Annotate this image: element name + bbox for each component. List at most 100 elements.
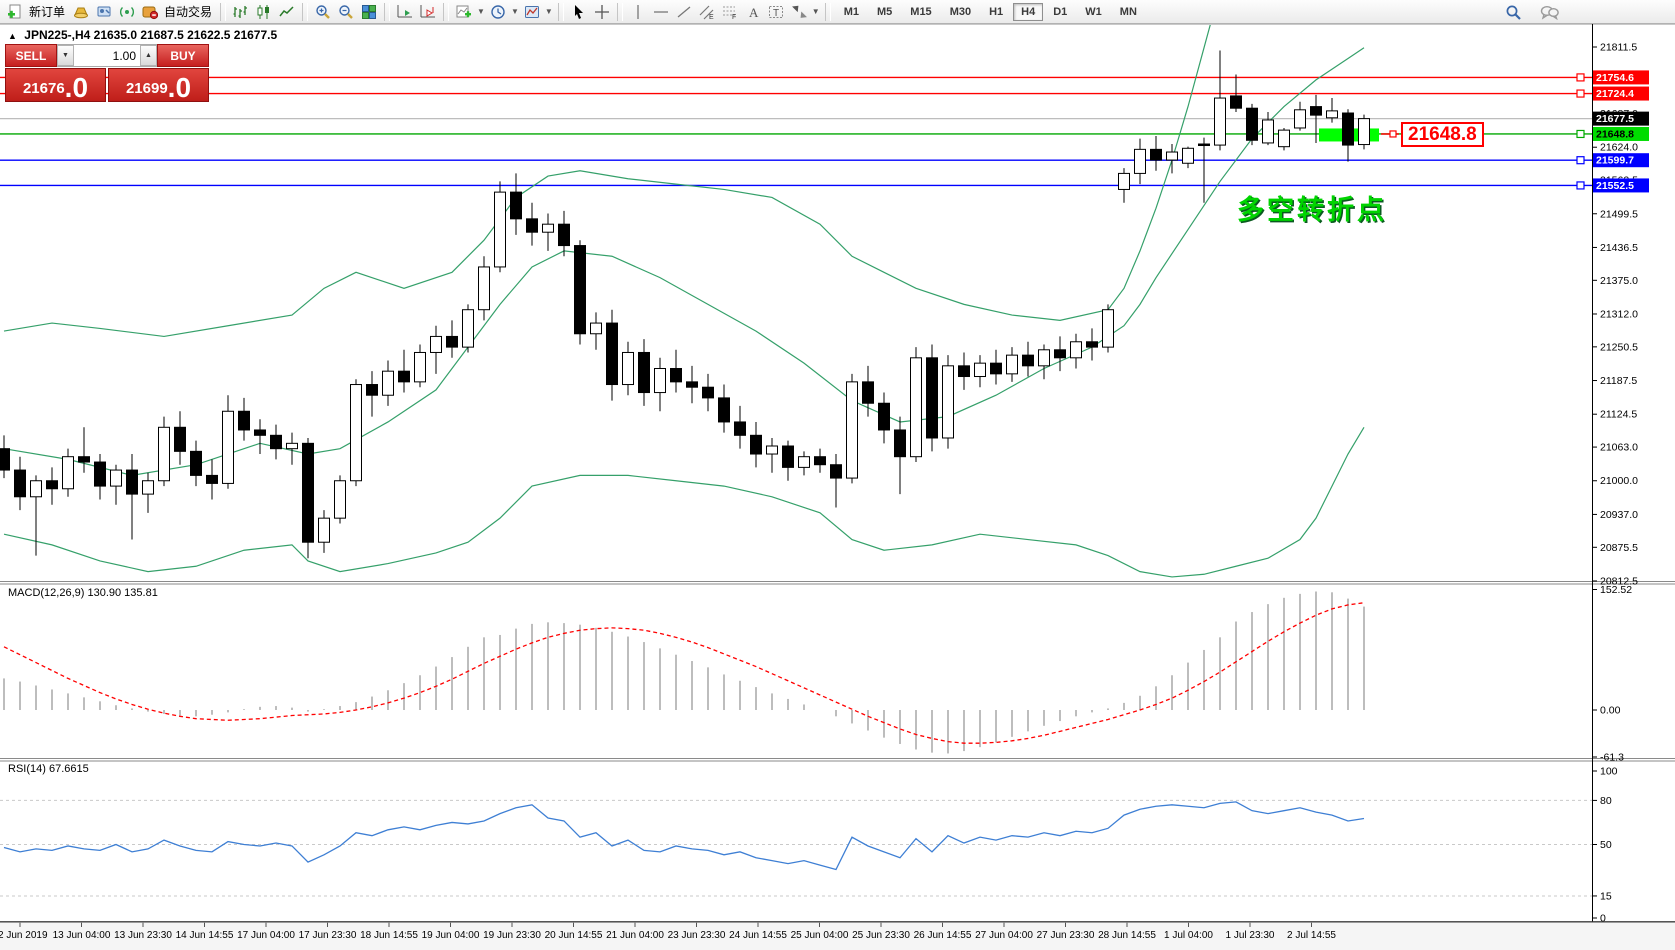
line-chart-icon[interactable] (276, 2, 298, 22)
volume-input[interactable] (74, 45, 140, 66)
periods-dropdown-arrow[interactable]: ▼ (510, 7, 519, 16)
indicators-dropdown-arrow[interactable]: ▼ (477, 7, 485, 16)
autotrading-icon[interactable] (139, 2, 161, 22)
svg-text:T: T (773, 8, 779, 19)
svg-text:27 Jun 04:00: 27 Jun 04:00 (975, 930, 1033, 941)
hline-marker[interactable] (1576, 73, 1585, 82)
volume-increase-button[interactable]: ▲ (140, 45, 157, 66)
timeframe-bar: M1 M5 M15 M30 H1 H4 D1 W1 MN (835, 2, 1146, 21)
equidistant-channel-icon[interactable]: E (696, 2, 718, 22)
timeframe-button-M1[interactable]: M1 (843, 5, 859, 18)
bollinger-lower-band (3, 426, 1365, 578)
buy-price-button[interactable]: 21699 .0 (108, 68, 209, 102)
timeframe-button-M15[interactable]: M15 (910, 5, 932, 18)
svg-text:21754.6: 21754.6 (1596, 72, 1634, 84)
svg-text:21187.5: 21187.5 (1600, 375, 1637, 387)
collapse-icon[interactable]: ▲ (8, 31, 17, 41)
svg-text:E: E (709, 14, 714, 20)
templates-icon[interactable] (521, 2, 543, 22)
timeframe-button-D1[interactable]: D1 (1053, 5, 1068, 18)
crosshair-icon[interactable] (591, 2, 613, 22)
svg-text:50: 50 (1600, 839, 1612, 851)
svg-text:1 Jul 04:00: 1 Jul 04:00 (1164, 930, 1213, 941)
volume-stepper: ▼ ▲ (57, 44, 157, 67)
zoom-out-icon[interactable] (335, 2, 357, 22)
signals-icon[interactable] (116, 2, 138, 22)
svg-text:13 Jun 23:30: 13 Jun 23:30 (114, 930, 172, 941)
price-callout-label[interactable]: 21648.8 (1401, 122, 1484, 147)
timeframe-button-MN[interactable]: MN (1119, 5, 1137, 18)
horizontal-line-icon[interactable] (650, 2, 672, 22)
svg-text:25 Jun 23:30: 25 Jun 23:30 (852, 930, 910, 941)
sell-price-button[interactable]: 21676 .0 (5, 68, 106, 102)
search-icon[interactable] (1502, 2, 1524, 22)
svg-text:21677.5: 21677.5 (1596, 113, 1634, 125)
trendline-icon[interactable] (673, 2, 695, 22)
svg-text:21624.0: 21624.0 (1600, 142, 1638, 154)
new-order-label[interactable]: 新订单 (29, 5, 66, 19)
autotrading-label[interactable]: 自动交易 (164, 5, 213, 19)
chart-shift-icon[interactable] (417, 2, 439, 22)
hline-marker[interactable] (1576, 181, 1585, 190)
rsi-indicator-label: RSI(14) 67.6615 (8, 763, 89, 775)
hline-marker[interactable] (1576, 89, 1585, 98)
vertical-line-icon[interactable] (627, 2, 649, 22)
svg-text:21436.5: 21436.5 (1600, 242, 1638, 254)
svg-text:21250.5: 21250.5 (1600, 341, 1638, 353)
buy-price-main: 21699 (125, 80, 168, 97)
sell-button[interactable]: SELL (5, 44, 57, 67)
svg-text:21499.5: 21499.5 (1600, 208, 1638, 220)
periods-icon[interactable] (487, 2, 509, 22)
buy-price-decimal: .0 (167, 72, 192, 103)
templates-dropdown-arrow[interactable]: ▼ (544, 7, 553, 16)
svg-text:21724.4: 21724.4 (1596, 88, 1634, 100)
svg-text:18 Jun 14:55: 18 Jun 14:55 (360, 930, 418, 941)
one-click-trading-panel: SELL ▼ ▲ BUY 21676 .0 21699 .0 (5, 44, 209, 102)
svg-text:21375.0: 21375.0 (1600, 275, 1638, 287)
toolbar-right-group (1502, 2, 1560, 22)
svg-text:100: 100 (1600, 766, 1618, 778)
depth-of-market-icon[interactable] (70, 2, 92, 22)
arrows-dropdown-arrow[interactable]: ▼ (811, 7, 820, 16)
fibonacci-icon[interactable]: F (719, 2, 741, 22)
candlestick-chart-icon[interactable] (253, 2, 275, 22)
timeframe-button-H1[interactable]: H1 (989, 5, 1004, 18)
new-order-icon[interactable] (4, 2, 26, 22)
auto-scroll-icon[interactable] (394, 2, 416, 22)
expert-advisors-icon[interactable] (93, 2, 115, 22)
zoom-in-icon[interactable] (312, 2, 334, 22)
svg-text:21124.5: 21124.5 (1600, 409, 1637, 421)
price-badge (1593, 111, 1649, 126)
svg-text:152.52: 152.52 (1600, 584, 1632, 596)
svg-text:17 Jun 04:00: 17 Jun 04:00 (237, 930, 295, 941)
cursor-icon[interactable] (568, 2, 590, 22)
chart-title: ▲ JPN225-,H4 21635.0 21687.5 21622.5 216… (8, 28, 277, 42)
time-axis[interactable] (0, 922, 1675, 950)
timeframe-button-W1[interactable]: W1 (1085, 5, 1102, 18)
svg-text:F: F (732, 14, 736, 20)
arrows-icon[interactable] (788, 2, 810, 22)
buy-button[interactable]: BUY (157, 44, 209, 67)
callout-anchor-marker (1389, 130, 1397, 138)
svg-text:80: 80 (1600, 795, 1612, 807)
tile-windows-icon[interactable] (358, 2, 380, 22)
hline-marker[interactable] (1576, 156, 1585, 165)
volume-decrease-button[interactable]: ▼ (57, 45, 74, 66)
chat-icon[interactable] (1538, 2, 1560, 22)
text-icon[interactable]: A (742, 2, 764, 22)
symbol-period-label: JPN225-,H4 (24, 28, 91, 42)
sell-price-main: 21676 (22, 80, 65, 97)
indicators-icon[interactable] (453, 2, 475, 22)
toolbar-separator (302, 2, 309, 21)
timeframe-button-M5[interactable]: M5 (877, 5, 893, 18)
svg-text:24 Jun 14:55: 24 Jun 14:55 (729, 930, 787, 941)
timeframe-button-M30[interactable]: M30 (949, 5, 972, 18)
hline-marker[interactable] (1576, 129, 1585, 139)
bar-chart-icon[interactable] (230, 2, 252, 22)
timeframe-button-H4[interactable]: H4 (1013, 2, 1044, 21)
text-label-icon[interactable]: T (765, 2, 787, 22)
toolbar-separator (443, 2, 450, 21)
svg-text:A: A (749, 5, 759, 20)
main-toolbar: 新订单 自动交易 ▼ ▼ ▼ E F A T ▼ M1 M5 M15 M30 H1 H4 D… (0, 0, 1675, 24)
